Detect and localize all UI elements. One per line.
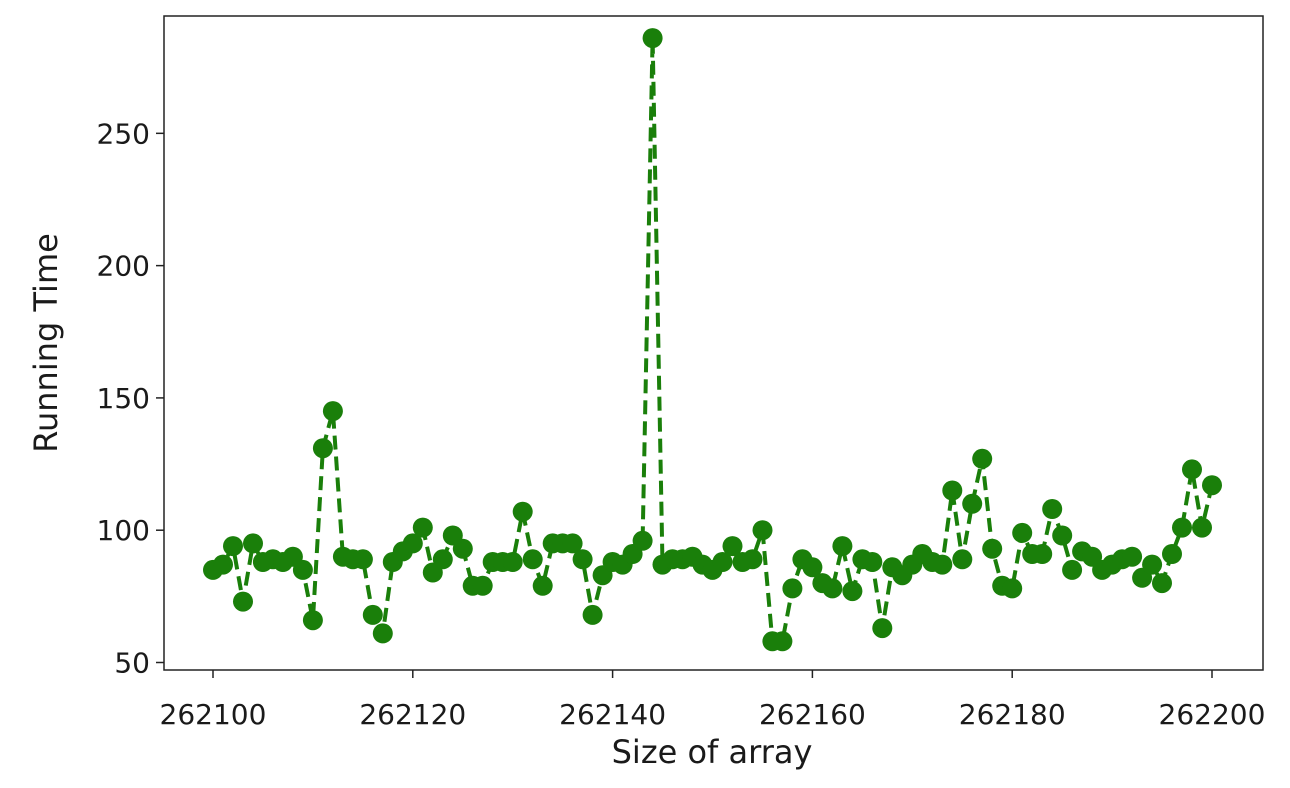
y-tick-label: 100 xyxy=(97,514,150,547)
data-point xyxy=(1162,544,1182,564)
y-tick-label: 50 xyxy=(114,647,150,680)
data-point xyxy=(1002,578,1023,599)
data-point xyxy=(233,591,253,612)
y-axis-ticks: 50 100 150 200 250 xyxy=(97,117,164,680)
x-tick-label: 262180 xyxy=(959,698,1066,731)
data-point xyxy=(962,493,983,514)
data-point xyxy=(452,538,473,559)
data-point xyxy=(412,517,433,538)
data-point xyxy=(572,549,593,570)
x-axis-label: Size of array xyxy=(612,733,813,771)
x-tick-label: 262120 xyxy=(359,698,466,731)
data-point xyxy=(1202,475,1222,496)
data-point xyxy=(632,530,653,551)
data-point xyxy=(712,552,733,572)
y-tick-label: 150 xyxy=(97,382,150,415)
data-point xyxy=(362,604,383,625)
x-tick-label: 262200 xyxy=(1159,698,1266,731)
series-points xyxy=(203,28,1222,652)
data-point xyxy=(952,549,973,570)
data-point xyxy=(372,623,393,644)
data-point xyxy=(1012,522,1033,543)
y-tick-label: 250 xyxy=(97,117,150,150)
data-point xyxy=(1142,554,1163,575)
data-point xyxy=(942,480,963,501)
x-tick-label: 262100 xyxy=(160,698,267,731)
data-point xyxy=(302,610,323,631)
data-point xyxy=(802,557,823,578)
data-point xyxy=(842,581,863,602)
data-point xyxy=(972,448,993,469)
data-point xyxy=(752,520,773,541)
plot-area-frame xyxy=(163,15,1264,671)
data-point xyxy=(1192,517,1212,538)
data-point xyxy=(1152,573,1172,594)
data-point xyxy=(1042,499,1063,519)
data-point xyxy=(862,552,883,572)
data-point xyxy=(312,438,333,459)
data-point xyxy=(562,533,583,554)
data-point xyxy=(352,549,373,570)
data-point xyxy=(832,536,853,557)
data-point xyxy=(402,533,423,554)
data-point xyxy=(243,533,263,554)
data-point xyxy=(512,501,533,522)
data-point xyxy=(532,575,553,596)
data-point xyxy=(213,554,233,575)
data-point xyxy=(322,401,343,422)
data-point xyxy=(772,631,793,652)
data-point xyxy=(932,554,953,575)
data-point xyxy=(432,549,453,570)
y-axis-label: Running Time xyxy=(27,233,65,453)
x-axis-ticks: 262100 262120 262140 262160 262180 262200 xyxy=(160,670,1266,731)
data-point xyxy=(742,549,763,570)
data-point xyxy=(502,552,523,572)
data-point xyxy=(1052,525,1073,546)
data-point xyxy=(1122,546,1143,567)
data-point xyxy=(1062,559,1083,580)
data-point xyxy=(722,536,743,557)
data-point xyxy=(472,575,493,596)
data-point xyxy=(522,549,543,570)
data-point xyxy=(642,28,663,49)
data-point xyxy=(223,536,243,557)
data-point xyxy=(782,578,803,599)
data-point xyxy=(1182,459,1202,480)
x-tick-label: 262160 xyxy=(759,698,866,731)
data-point xyxy=(982,538,1003,559)
data-point xyxy=(872,618,893,639)
y-tick-label: 200 xyxy=(97,250,150,283)
data-point xyxy=(292,559,313,580)
x-tick-label: 262140 xyxy=(559,698,666,731)
data-point xyxy=(1172,517,1192,538)
data-point xyxy=(1032,544,1053,564)
data-point xyxy=(582,604,603,625)
data-point xyxy=(822,578,843,599)
